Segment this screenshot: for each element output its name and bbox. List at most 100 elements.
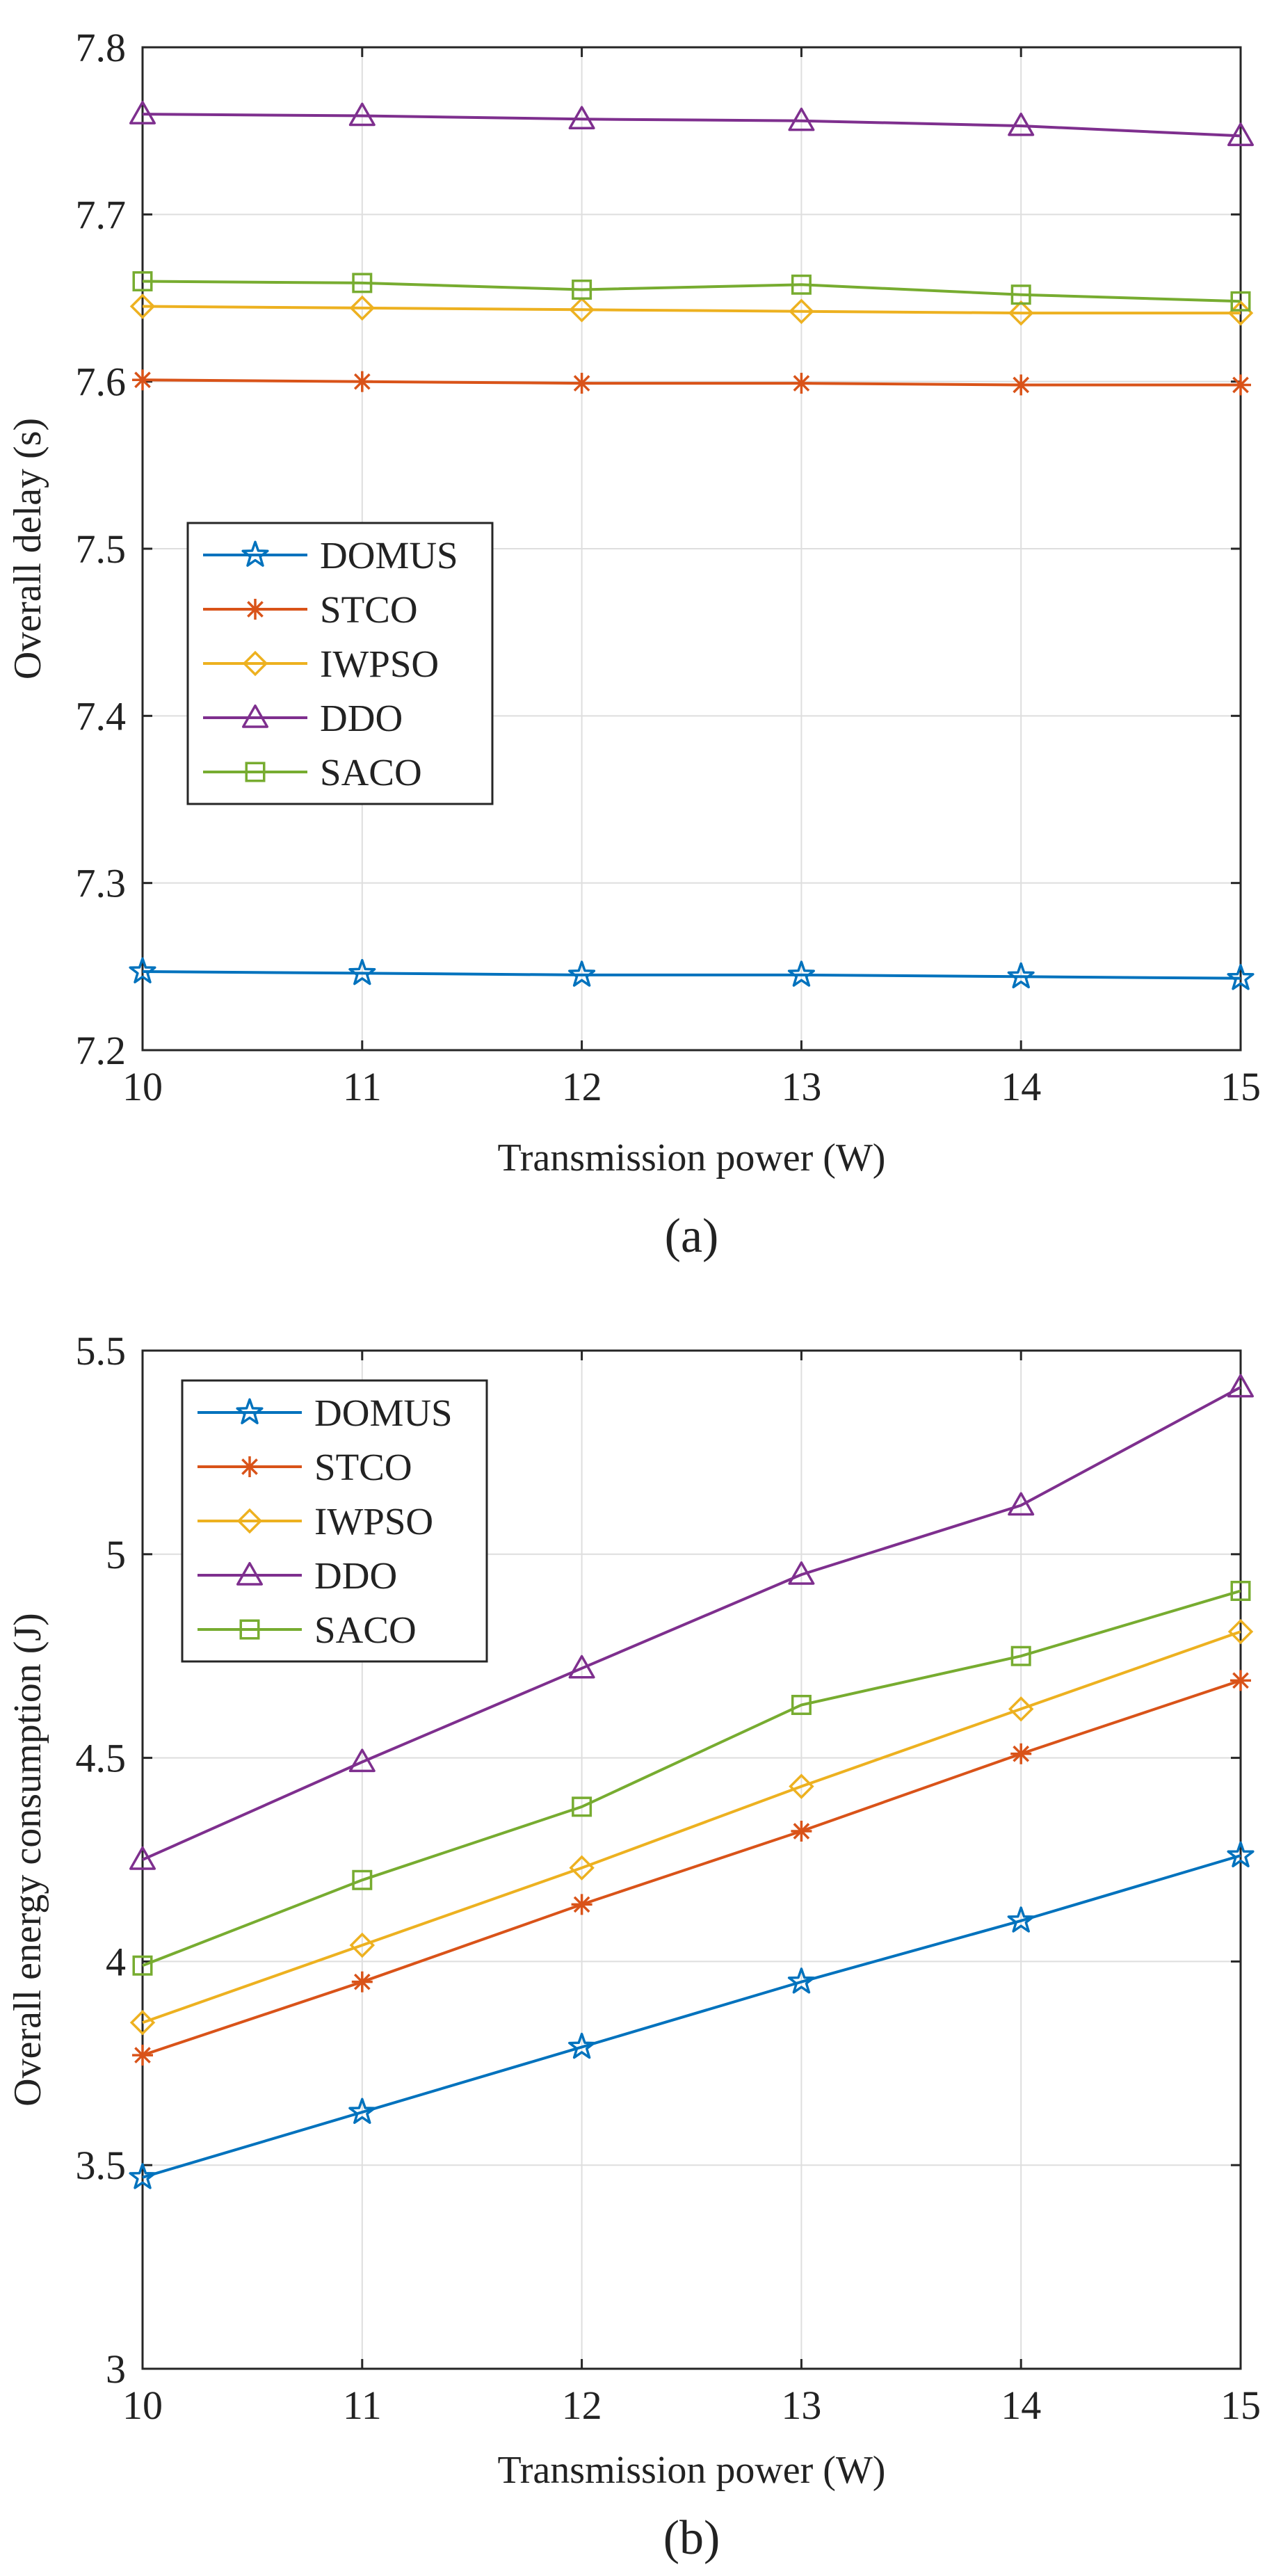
series-ddo bbox=[129, 101, 1254, 147]
data-point bbox=[791, 274, 812, 295]
legend-label: IWPSO bbox=[314, 1500, 433, 1543]
x-tick-label: 14 bbox=[1001, 2383, 1041, 2428]
legend-item-ddo: DDO bbox=[203, 697, 403, 739]
y-tick-label: 7.8 bbox=[76, 25, 127, 70]
y-tick-label: 7.5 bbox=[76, 526, 127, 572]
data-point bbox=[1010, 1645, 1031, 1666]
legend-item-ddo: DDO bbox=[197, 1554, 397, 1597]
y-tick-label: 7.7 bbox=[76, 192, 127, 237]
data-point bbox=[1010, 1743, 1032, 1764]
data-point bbox=[132, 2045, 153, 2066]
energy-chart: 10 11 12 13 14 15 3 3.5 4 4.5 5 5.5 Transmission pow… bbox=[6, 1328, 1261, 2565]
legend-label: STCO bbox=[320, 588, 418, 631]
series-line bbox=[142, 378, 1241, 387]
legend-item-iwpso: IWPSO bbox=[197, 1500, 433, 1543]
y-tick-label: 5.5 bbox=[76, 1328, 127, 1374]
series-line bbox=[142, 305, 1241, 315]
x-axis-label: Transmission power (W) bbox=[498, 1136, 886, 1180]
legend-label: SACO bbox=[314, 1609, 417, 1651]
series-saco bbox=[132, 271, 1251, 312]
y-tick-label: 7.6 bbox=[76, 360, 127, 405]
y-tick-label: 3 bbox=[106, 2346, 126, 2392]
data-point bbox=[789, 298, 814, 324]
x-tick-label: 15 bbox=[1220, 2383, 1261, 2428]
data-point bbox=[568, 106, 595, 130]
series-line bbox=[142, 1589, 1241, 1967]
legend-marker bbox=[245, 599, 266, 620]
data-point bbox=[1010, 374, 1032, 396]
data-point bbox=[349, 295, 376, 321]
data-point bbox=[351, 1971, 373, 1993]
data-point bbox=[572, 1796, 592, 1817]
data-point bbox=[788, 107, 815, 131]
x-tick-label: 12 bbox=[562, 1064, 602, 1109]
legend: DOMUS STCO IWPSO DDO SACO bbox=[186, 522, 494, 805]
series-domus bbox=[129, 957, 1255, 990]
series-iwpso bbox=[129, 293, 1254, 326]
legend-label: STCO bbox=[314, 1446, 412, 1488]
data-point bbox=[1008, 300, 1034, 326]
x-tick-label: 15 bbox=[1220, 1064, 1261, 1109]
legend-label: DDO bbox=[314, 1554, 397, 1597]
data-point bbox=[1227, 964, 1255, 990]
y-tick-label: 7.2 bbox=[76, 1028, 127, 1073]
data-point bbox=[569, 297, 595, 323]
data-point bbox=[129, 2163, 156, 2189]
data-point bbox=[1008, 1492, 1035, 1516]
legend-marker bbox=[239, 1456, 260, 1477]
series-domus bbox=[129, 1841, 1255, 2189]
data-point bbox=[1008, 1696, 1034, 1722]
legend-marker bbox=[236, 1508, 263, 1534]
data-point bbox=[1227, 1374, 1254, 1398]
legend-marker bbox=[239, 1619, 260, 1640]
y-tick-label: 3.5 bbox=[76, 2143, 127, 2188]
x-tick-label: 10 bbox=[122, 1064, 163, 1109]
y-tick-label: 4 bbox=[106, 1939, 126, 1984]
series-iwpso bbox=[129, 1618, 1254, 2036]
data-point bbox=[1227, 1841, 1255, 1868]
legend-label: DOMUS bbox=[320, 534, 458, 577]
legend-label: IWPSO bbox=[320, 643, 439, 685]
data-point bbox=[788, 1561, 815, 1585]
data-point bbox=[351, 371, 373, 392]
data-point bbox=[791, 1821, 812, 1842]
x-tick-label: 14 bbox=[1001, 1064, 1041, 1109]
series-line bbox=[142, 1854, 1241, 2179]
legend-item-domus: DOMUS bbox=[197, 1392, 453, 1434]
y-axis-label: Overall delay (s) bbox=[6, 418, 49, 679]
legend-item-domus: DOMUS bbox=[203, 534, 458, 577]
legend-marker bbox=[242, 650, 268, 677]
data-point bbox=[1230, 374, 1251, 396]
data-point bbox=[132, 271, 153, 291]
data-point bbox=[129, 101, 156, 124]
data-point bbox=[129, 293, 156, 319]
data-point bbox=[1010, 284, 1031, 305]
data-point bbox=[1227, 122, 1254, 147]
series-stco bbox=[132, 369, 1251, 396]
x-tick-label: 13 bbox=[781, 2383, 821, 2428]
data-point bbox=[791, 1694, 812, 1715]
x-tick-label: 13 bbox=[781, 1064, 821, 1109]
series-line bbox=[142, 1630, 1241, 2024]
data-point bbox=[571, 373, 592, 394]
x-axis-label: Transmission power (W) bbox=[498, 2449, 886, 2492]
data-point bbox=[129, 1846, 156, 1870]
panel-label: (a) bbox=[665, 1209, 719, 1263]
data-point bbox=[348, 102, 376, 127]
legend-label: SACO bbox=[320, 751, 422, 794]
data-point bbox=[568, 1655, 595, 1679]
legend-item-stco: STCO bbox=[197, 1446, 412, 1488]
data-point bbox=[789, 1773, 814, 1799]
legend-item-saco: SACO bbox=[197, 1609, 417, 1651]
legend-item-stco: STCO bbox=[203, 588, 418, 631]
panel-label: (b) bbox=[663, 2511, 720, 2565]
legend-marker bbox=[245, 762, 266, 782]
legend-item-saco: SACO bbox=[203, 751, 422, 794]
y-tick-label: 4.5 bbox=[76, 1736, 127, 1781]
data-point bbox=[132, 369, 153, 391]
legend-marker bbox=[242, 705, 268, 728]
x-tick-label: 10 bbox=[122, 2383, 163, 2428]
legend-marker bbox=[236, 1398, 264, 1424]
data-point bbox=[1230, 1670, 1251, 1691]
data-point bbox=[1008, 112, 1035, 136]
